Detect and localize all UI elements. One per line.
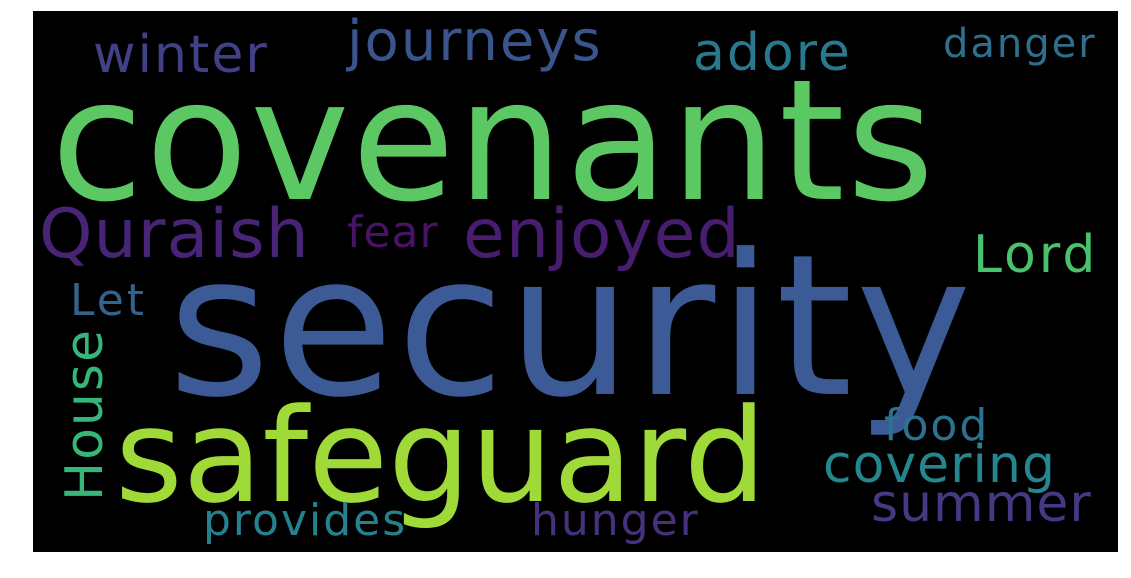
word-journeys: journeys xyxy=(347,11,603,74)
word-adore: adore xyxy=(693,23,852,83)
word-winter: winter xyxy=(93,25,269,85)
word-quraish: Quraish xyxy=(39,195,310,274)
word-let: Let xyxy=(70,275,148,326)
word-safeguard: safeguard xyxy=(115,380,767,532)
word-fear: fear xyxy=(347,207,439,258)
word-lord: Lord xyxy=(973,225,1099,285)
word-provides: provides xyxy=(203,495,408,546)
word-security: security xyxy=(168,213,975,441)
word-covenants: covenants xyxy=(51,43,937,239)
word-summer: summer xyxy=(871,474,1092,534)
word-hunger: hunger xyxy=(531,495,700,546)
word-food: food xyxy=(884,400,990,451)
word-house: House xyxy=(55,328,115,501)
word-enjoyed: enjoyed xyxy=(463,195,741,274)
word-danger: danger xyxy=(943,21,1097,67)
word-covering: covering xyxy=(823,435,1056,495)
word-cloud-canvas: covenants security safeguard Quraish enj… xyxy=(33,11,1118,552)
